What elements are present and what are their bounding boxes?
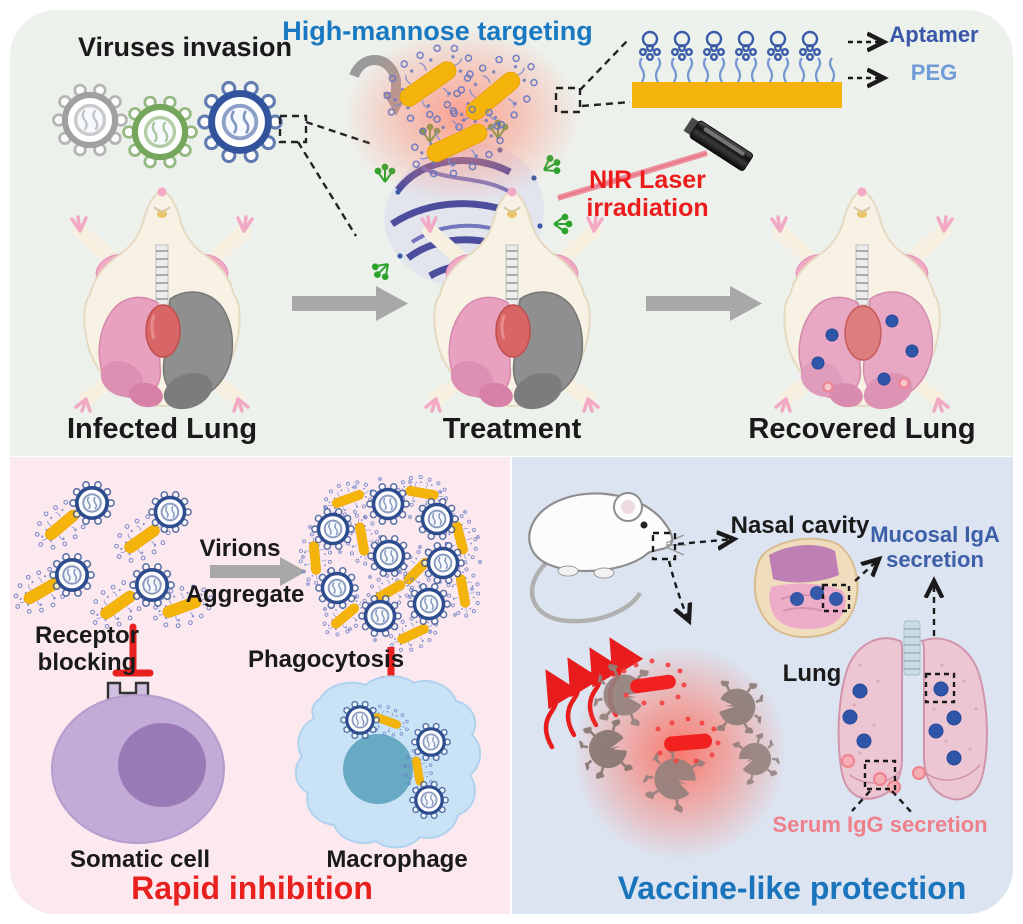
panel-rapid-inhibition: Virions Aggregate Receptor blocking Phag… [10, 457, 510, 914]
nir-laser-device [557, 117, 754, 201]
mouse-recovered [772, 188, 952, 413]
serum-igg-label: Serum IgG secretion [772, 812, 988, 837]
gold-surface [632, 82, 842, 108]
callout-cluster-to-surface [554, 39, 631, 114]
panel-top-treatment-overview: Viruses invasion High-mannose targeting … [10, 10, 1013, 456]
lungs-illustration [837, 620, 988, 814]
mouse-tail [529, 561, 642, 624]
phagocytosis-label: Phagocytosis [248, 646, 405, 673]
somatic-cell-illustration [51, 681, 225, 844]
progress-arrow-1 [292, 286, 408, 321]
macrophage-label: Macrophage [326, 846, 468, 873]
hot-nanorods [621, 658, 721, 764]
igg-callout-lines [851, 790, 913, 814]
callout-virus-to-protein [278, 114, 373, 237]
lung-label: Lung [782, 660, 842, 687]
progress-arrow-2 [646, 286, 762, 321]
nir-laser-label: NIR Laser irradiation [586, 166, 709, 222]
cell-nucleus [118, 723, 206, 807]
virion-aggregate-cluster [296, 471, 485, 660]
viruses-invasion-label: Viruses invasion [77, 32, 293, 62]
virus-icon-gray [54, 85, 127, 155]
virus-icon-blue [199, 82, 282, 161]
aptamer-heads [638, 30, 821, 61]
mucosal-iga-label: Mucosal IgA secretion [870, 522, 1000, 572]
photothermal-zone [572, 645, 788, 861]
aggregate-arrow [210, 557, 306, 586]
vaccine-protection-title: Vaccine-like protection [617, 870, 967, 906]
receptor-blocking-label: Receptor blocking [34, 622, 140, 676]
high-mannose-targeting-label: High-mannose targeting [282, 16, 593, 46]
peg-brush [638, 57, 836, 83]
vaccine-protection-artwork [528, 492, 988, 861]
top-panel-artwork [10, 26, 1013, 413]
nasal-to-iga-arrow [854, 559, 879, 582]
iga-dots-nasal [790, 586, 843, 606]
recovered-lung-label: Recovered Lung [748, 413, 976, 445]
nose-callouts [651, 533, 734, 621]
iga-zoom-box [924, 672, 956, 704]
infected-lung-label: Infected Lung [66, 413, 258, 445]
iga-dots-lung [842, 681, 962, 766]
nasal-cavity-illustration [753, 537, 859, 639]
mouse-eye [640, 521, 648, 529]
inhibition-symbol [112, 623, 154, 677]
treatment-label: Treatment [442, 413, 582, 445]
aptamer-label: Aptamer [889, 22, 979, 47]
panel-vaccine-protection: Nasal cavity Mucosal IgA secretion Lung … [512, 457, 1013, 914]
mouse-side-view [528, 492, 686, 624]
aggregate-label: Aggregate [185, 581, 305, 608]
mouse-infected [72, 188, 252, 413]
igg-zoom-box [863, 759, 897, 791]
nanorod-cluster-glowing [342, 26, 582, 204]
rapid-inhibition-title: Rapid inhibition [131, 870, 373, 906]
aptamer-peg-surface-schematic [632, 30, 884, 108]
macrophage-nucleus [343, 734, 413, 804]
somatic-cell-label: Somatic cell [69, 846, 211, 873]
nasal-cavity-label: Nasal cavity [730, 512, 870, 539]
virus-icon-green [124, 97, 197, 167]
macrophage-illustration [294, 675, 481, 849]
peg-label: PEG [910, 60, 958, 85]
rapid-inhibition-artwork [10, 471, 485, 849]
virions-label: Virions [199, 535, 281, 562]
